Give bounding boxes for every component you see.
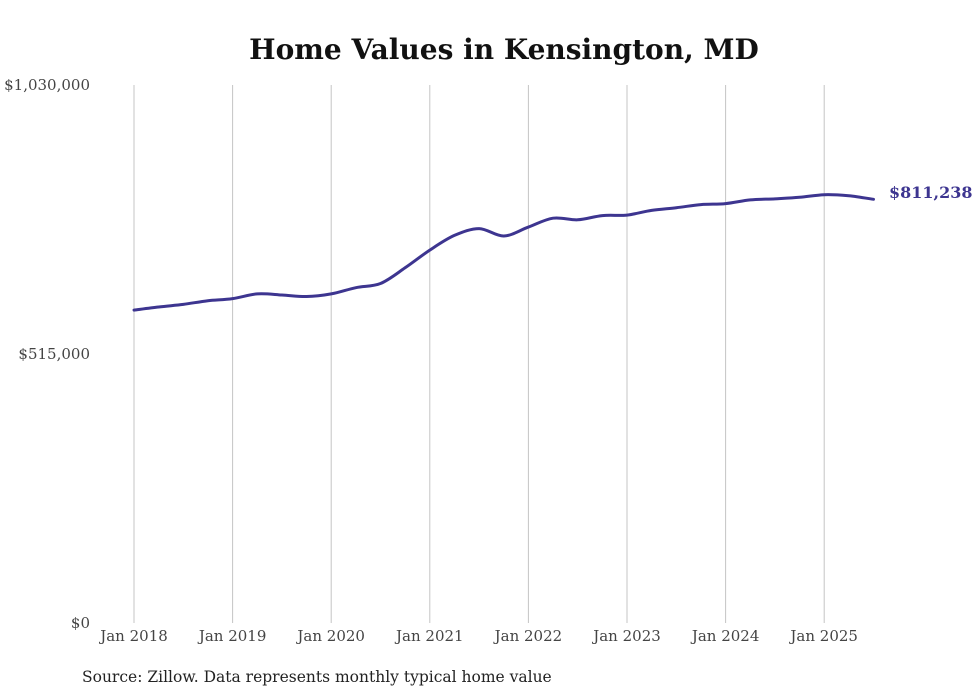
x-tick-label: Jan 2019 — [197, 627, 267, 645]
y-tick-label: $1,030,000 — [4, 76, 90, 94]
source-note: Source: Zillow. Data represents monthly … — [82, 668, 552, 686]
chart-title: Home Values in Kensington, MD — [249, 33, 759, 66]
x-axis: Jan 2018 Jan 2019 Jan 2020 Jan 2021 Jan 2022… — [98, 627, 858, 645]
x-tick-label: Jan 2024 — [690, 627, 760, 645]
x-tick-label: Jan 2022 — [493, 627, 563, 645]
end-value-label: $811,238 — [889, 183, 973, 202]
x-tick-label: Jan 2021 — [394, 627, 464, 645]
home-value-line — [132, 193, 875, 312]
y-tick-label: $0 — [71, 614, 90, 632]
y-axis: $0 $515,000 $1,030,000 — [4, 76, 90, 632]
x-tick-label: Jan 2020 — [295, 627, 365, 645]
series-layer — [132, 193, 875, 312]
grid-layer — [133, 85, 825, 623]
x-tick-label: Jan 2025 — [788, 627, 858, 645]
y-tick-label: $515,000 — [18, 345, 90, 363]
x-tick-label: Jan 2023 — [591, 627, 661, 645]
x-tick-label: Jan 2018 — [98, 627, 168, 645]
